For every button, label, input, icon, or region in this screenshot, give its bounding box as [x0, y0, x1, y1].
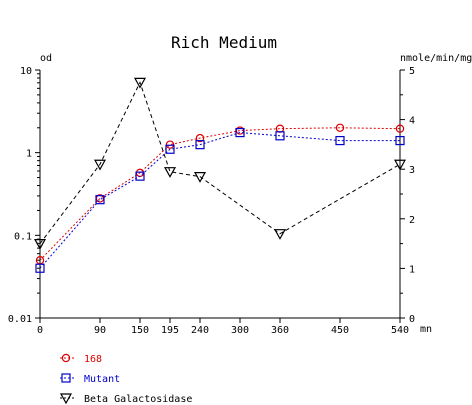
y-left-tick-label: 10 — [20, 66, 32, 77]
y-right-tick-label: 5 — [409, 66, 415, 77]
data-point — [193, 172, 207, 183]
data-point — [273, 229, 287, 240]
x-tick-label: 300 — [231, 325, 249, 336]
legend-marker — [61, 373, 71, 383]
x-tick-label: 90 — [94, 325, 106, 336]
data-point — [165, 144, 175, 154]
legend-marker — [59, 393, 73, 405]
series-line — [39, 127, 401, 261]
series-3 — [33, 77, 407, 250]
y-right-tick-label: 3 — [409, 165, 415, 176]
legend-label: Beta Galactosidase — [84, 394, 192, 405]
legend-entry: Mutant — [60, 373, 120, 385]
y-left-tick-label: 1 — [26, 149, 32, 160]
x-tick-label: 360 — [271, 325, 289, 336]
data-point — [95, 195, 105, 205]
x-tick-label: 540 — [391, 325, 409, 336]
legend-label: 168 — [84, 354, 102, 365]
data-point — [235, 127, 245, 138]
legend-label: Mutant — [84, 374, 120, 385]
series-line — [39, 81, 401, 244]
y-right-tick-label: 2 — [409, 215, 415, 226]
data-point — [195, 140, 205, 150]
data-point — [93, 159, 107, 171]
legend: 168 Mutant Beta Galactosidase — [59, 353, 192, 405]
legend-entry: Beta Galactosidase — [59, 393, 192, 405]
legend-entry: 168 — [60, 353, 102, 365]
chart-title: Rich Medium — [171, 33, 277, 52]
series-line — [39, 132, 400, 269]
y-right-tick-label: 4 — [409, 116, 415, 127]
axes: 0 90 150 195 240 300 360 450 540 0.01 0.1 1 10 0 1 2 3 4 5 — [8, 66, 415, 336]
x-tick-label: 0 — [37, 325, 43, 336]
data-point — [335, 135, 345, 146]
data-point — [335, 123, 345, 132]
data-point — [133, 77, 147, 89]
data-point — [395, 124, 405, 133]
y-right-tick-label: 1 — [409, 264, 415, 275]
data-point — [275, 131, 285, 141]
data-point — [163, 167, 177, 178]
y-left-axis-label: od — [40, 53, 52, 64]
y-left-tick-label: 0.1 — [14, 231, 32, 242]
data-point — [395, 135, 405, 146]
data-point — [35, 263, 45, 273]
x-tick-label: 195 — [161, 325, 179, 336]
x-tick-label: 150 — [131, 325, 149, 336]
data-point — [33, 239, 47, 250]
y-right-tick-label: 0 — [409, 314, 415, 325]
legend-marker — [61, 353, 71, 363]
data-point — [135, 171, 145, 181]
data-point — [195, 133, 205, 143]
x-tick-label: 450 — [331, 325, 349, 336]
y-left-tick-label: 0.01 — [8, 314, 32, 325]
x-axis-label: mn — [420, 324, 432, 335]
series-2 — [35, 127, 405, 273]
series-marks — [33, 77, 407, 273]
y-right-axis-label: nmole/min/mg — [400, 53, 472, 64]
x-tick-label: 240 — [191, 325, 209, 336]
data-point — [393, 159, 407, 171]
